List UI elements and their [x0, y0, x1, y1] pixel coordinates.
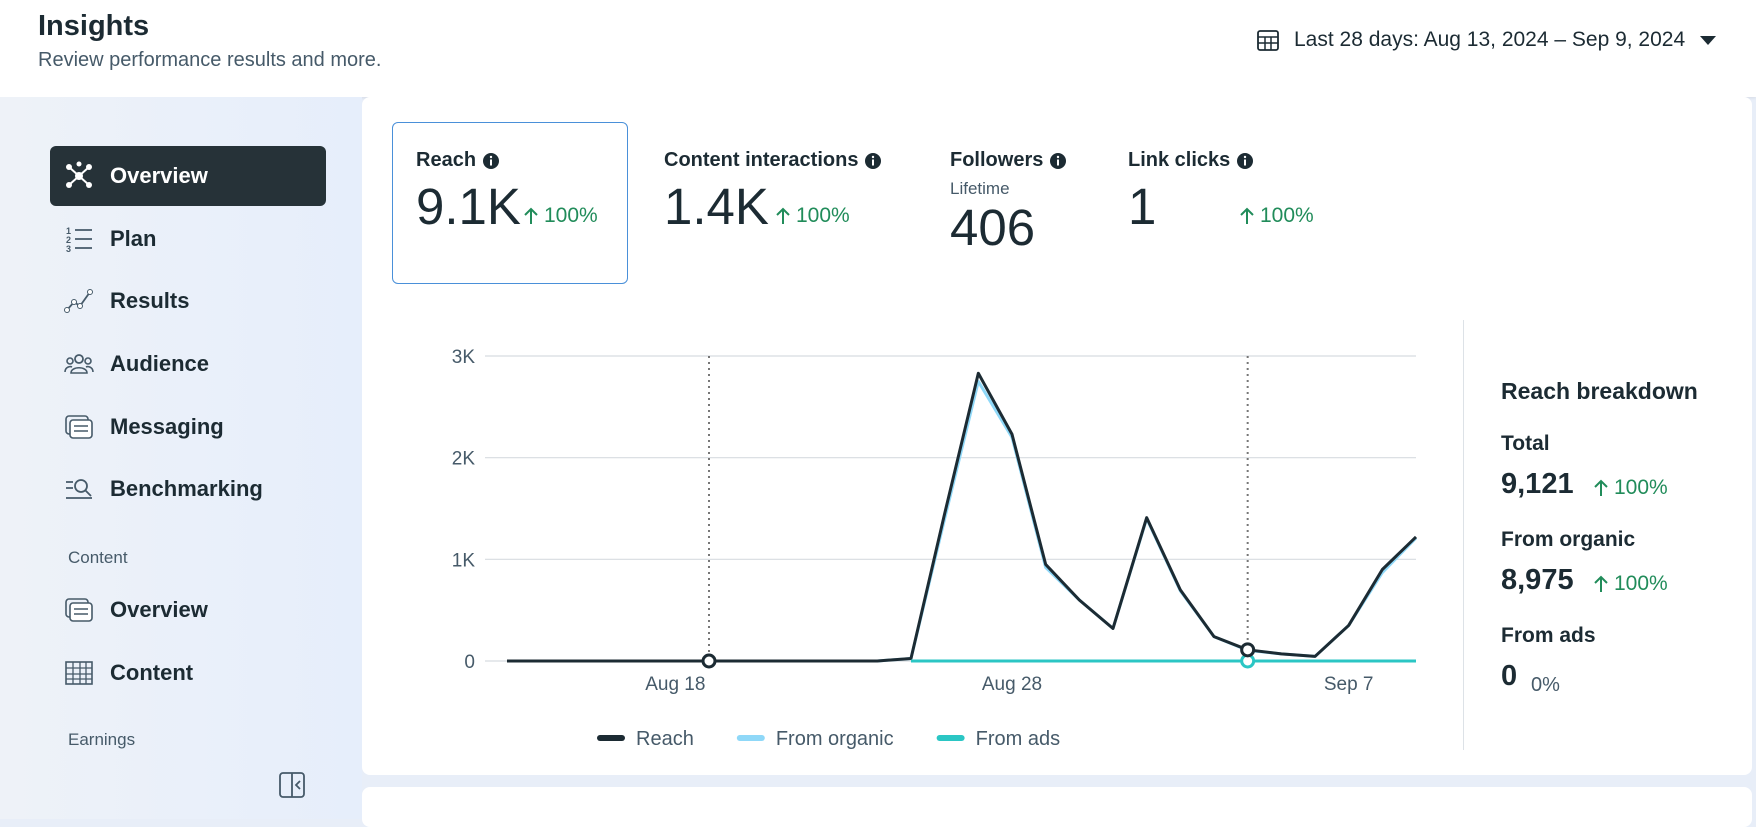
nav-label: Messaging	[110, 414, 224, 439]
divider	[1463, 320, 1464, 750]
breakdown-value: 0	[1501, 660, 1518, 692]
info-icon	[1050, 152, 1067, 169]
nav-label: Benchmarking	[110, 476, 263, 501]
y-tick-label: 2K	[452, 449, 476, 470]
breakdown-value: 8,975	[1501, 564, 1574, 596]
breakdown-label: Total	[1501, 432, 1550, 455]
nav-label: Results	[110, 288, 190, 313]
label-text: Followers	[950, 149, 1044, 171]
selected-metric[interactable]	[392, 122, 628, 284]
legend-label: Reach	[636, 728, 694, 750]
nav-item[interactable]: Audience	[50, 334, 326, 394]
svg-text:1: 1	[66, 226, 71, 236]
x-tick-label: Sep 7	[1324, 674, 1374, 695]
calendar-icon	[1257, 30, 1279, 51]
date-range: Last 28 days: Aug 13, 2024 – Sep 9, 2024	[1294, 28, 1686, 51]
change: 100%	[524, 204, 598, 228]
up-arrow	[776, 207, 790, 224]
icon	[64, 354, 94, 374]
nav-label: Overview	[110, 163, 208, 188]
section-title: Content	[68, 548, 128, 567]
nav-label: Overview	[110, 597, 208, 622]
metric-value: 9.1K	[416, 178, 521, 235]
nav-item[interactable]: Overview	[50, 146, 326, 206]
breakdown-label: From ads	[1501, 624, 1596, 647]
metric-value: 1.4K	[664, 178, 769, 235]
change: 100%	[1240, 204, 1314, 228]
series-line	[507, 371, 1418, 663]
hover-point	[701, 653, 717, 669]
y-tick-label: 3K	[452, 347, 476, 368]
chart: 0 1K 2K 3K Aug 18 Aug 28 Sep 7 Reach From organi…	[452, 347, 1418, 750]
legend-label: From ads	[976, 728, 1060, 750]
change-value: 100%	[796, 204, 850, 227]
nav-item[interactable]: 1 2 3 Plan	[50, 209, 326, 269]
breakdown-value: 9,121	[1501, 468, 1574, 500]
sidebar: Overview 1 2 3 Plan Results Audience Messag…	[0, 97, 362, 819]
dropdown-arrow	[1700, 36, 1717, 45]
legend-label: From organic	[776, 728, 894, 750]
info-icon	[483, 152, 500, 169]
nav-label: Content	[110, 660, 194, 685]
label-text: Link clicks	[1128, 149, 1231, 171]
page-title: Insights	[38, 10, 150, 42]
change-value: 100%	[544, 204, 598, 227]
icon	[64, 289, 93, 313]
metric-value: 1	[1128, 178, 1157, 235]
icon: 123	[66, 226, 92, 254]
metric-label[interactable]: Reach	[416, 149, 500, 172]
change: 100%	[1594, 572, 1668, 596]
metric-label[interactable]: Content interactions	[664, 149, 882, 172]
up-arrow	[524, 207, 538, 224]
icon	[65, 598, 93, 622]
nav-label: Plan	[110, 226, 157, 251]
header: Insights Review performance results and …	[0, 0, 1756, 97]
icon	[65, 415, 93, 439]
breakdown-change: 0%	[1531, 674, 1560, 696]
nav-item[interactable]: Messaging	[50, 397, 326, 457]
change: 100%	[1594, 476, 1668, 500]
hover-point	[1240, 642, 1256, 658]
up-arrow	[1594, 479, 1608, 496]
collapse-button[interactable]	[278, 771, 306, 799]
svg-text:2: 2	[66, 235, 71, 245]
nav-label: Audience	[110, 351, 210, 376]
x-tick-label: Aug 18	[645, 674, 705, 695]
change-value: 100%	[1260, 204, 1314, 227]
section-title: Earnings	[68, 730, 136, 749]
breakdown-label: From organic	[1501, 528, 1636, 551]
icon	[65, 661, 93, 685]
info-icon	[865, 152, 882, 169]
nav-item[interactable]: Overview	[50, 580, 326, 640]
up-arrow	[1240, 207, 1254, 224]
icon	[66, 479, 92, 499]
y-tick-label: 1K	[452, 550, 476, 571]
icon	[66, 161, 92, 188]
y-tick-label: 0	[464, 652, 475, 673]
metric-value: 406	[950, 199, 1036, 256]
svg-text:3: 3	[66, 244, 71, 254]
page-subtitle: Review performance results and more.	[38, 49, 382, 71]
metric-sublabel: Lifetime	[950, 179, 1010, 198]
label-text: Content interactions	[664, 149, 859, 171]
nav-item[interactable]: Benchmarking	[50, 459, 326, 519]
info-icon	[1237, 152, 1254, 169]
change-value: 100%	[1614, 476, 1668, 499]
x-tick-label: Aug 28	[982, 674, 1042, 695]
nav-item[interactable]: Content	[50, 643, 326, 703]
next-card	[362, 787, 1752, 827]
change: 100%	[776, 204, 850, 228]
change-value: 100%	[1614, 572, 1668, 595]
label-text: Reach	[416, 149, 477, 171]
breakdown-title: Reach breakdown	[1501, 378, 1698, 404]
metric-label[interactable]: Link clicks	[1128, 149, 1254, 172]
metric-label[interactable]: Followers	[950, 149, 1067, 172]
date-picker[interactable]: Last 28 days: Aug 13, 2024 – Sep 9, 2024	[1256, 28, 1717, 52]
nav-item[interactable]: Results	[50, 271, 326, 331]
series-line	[507, 379, 1418, 663]
up-arrow	[1594, 575, 1608, 592]
